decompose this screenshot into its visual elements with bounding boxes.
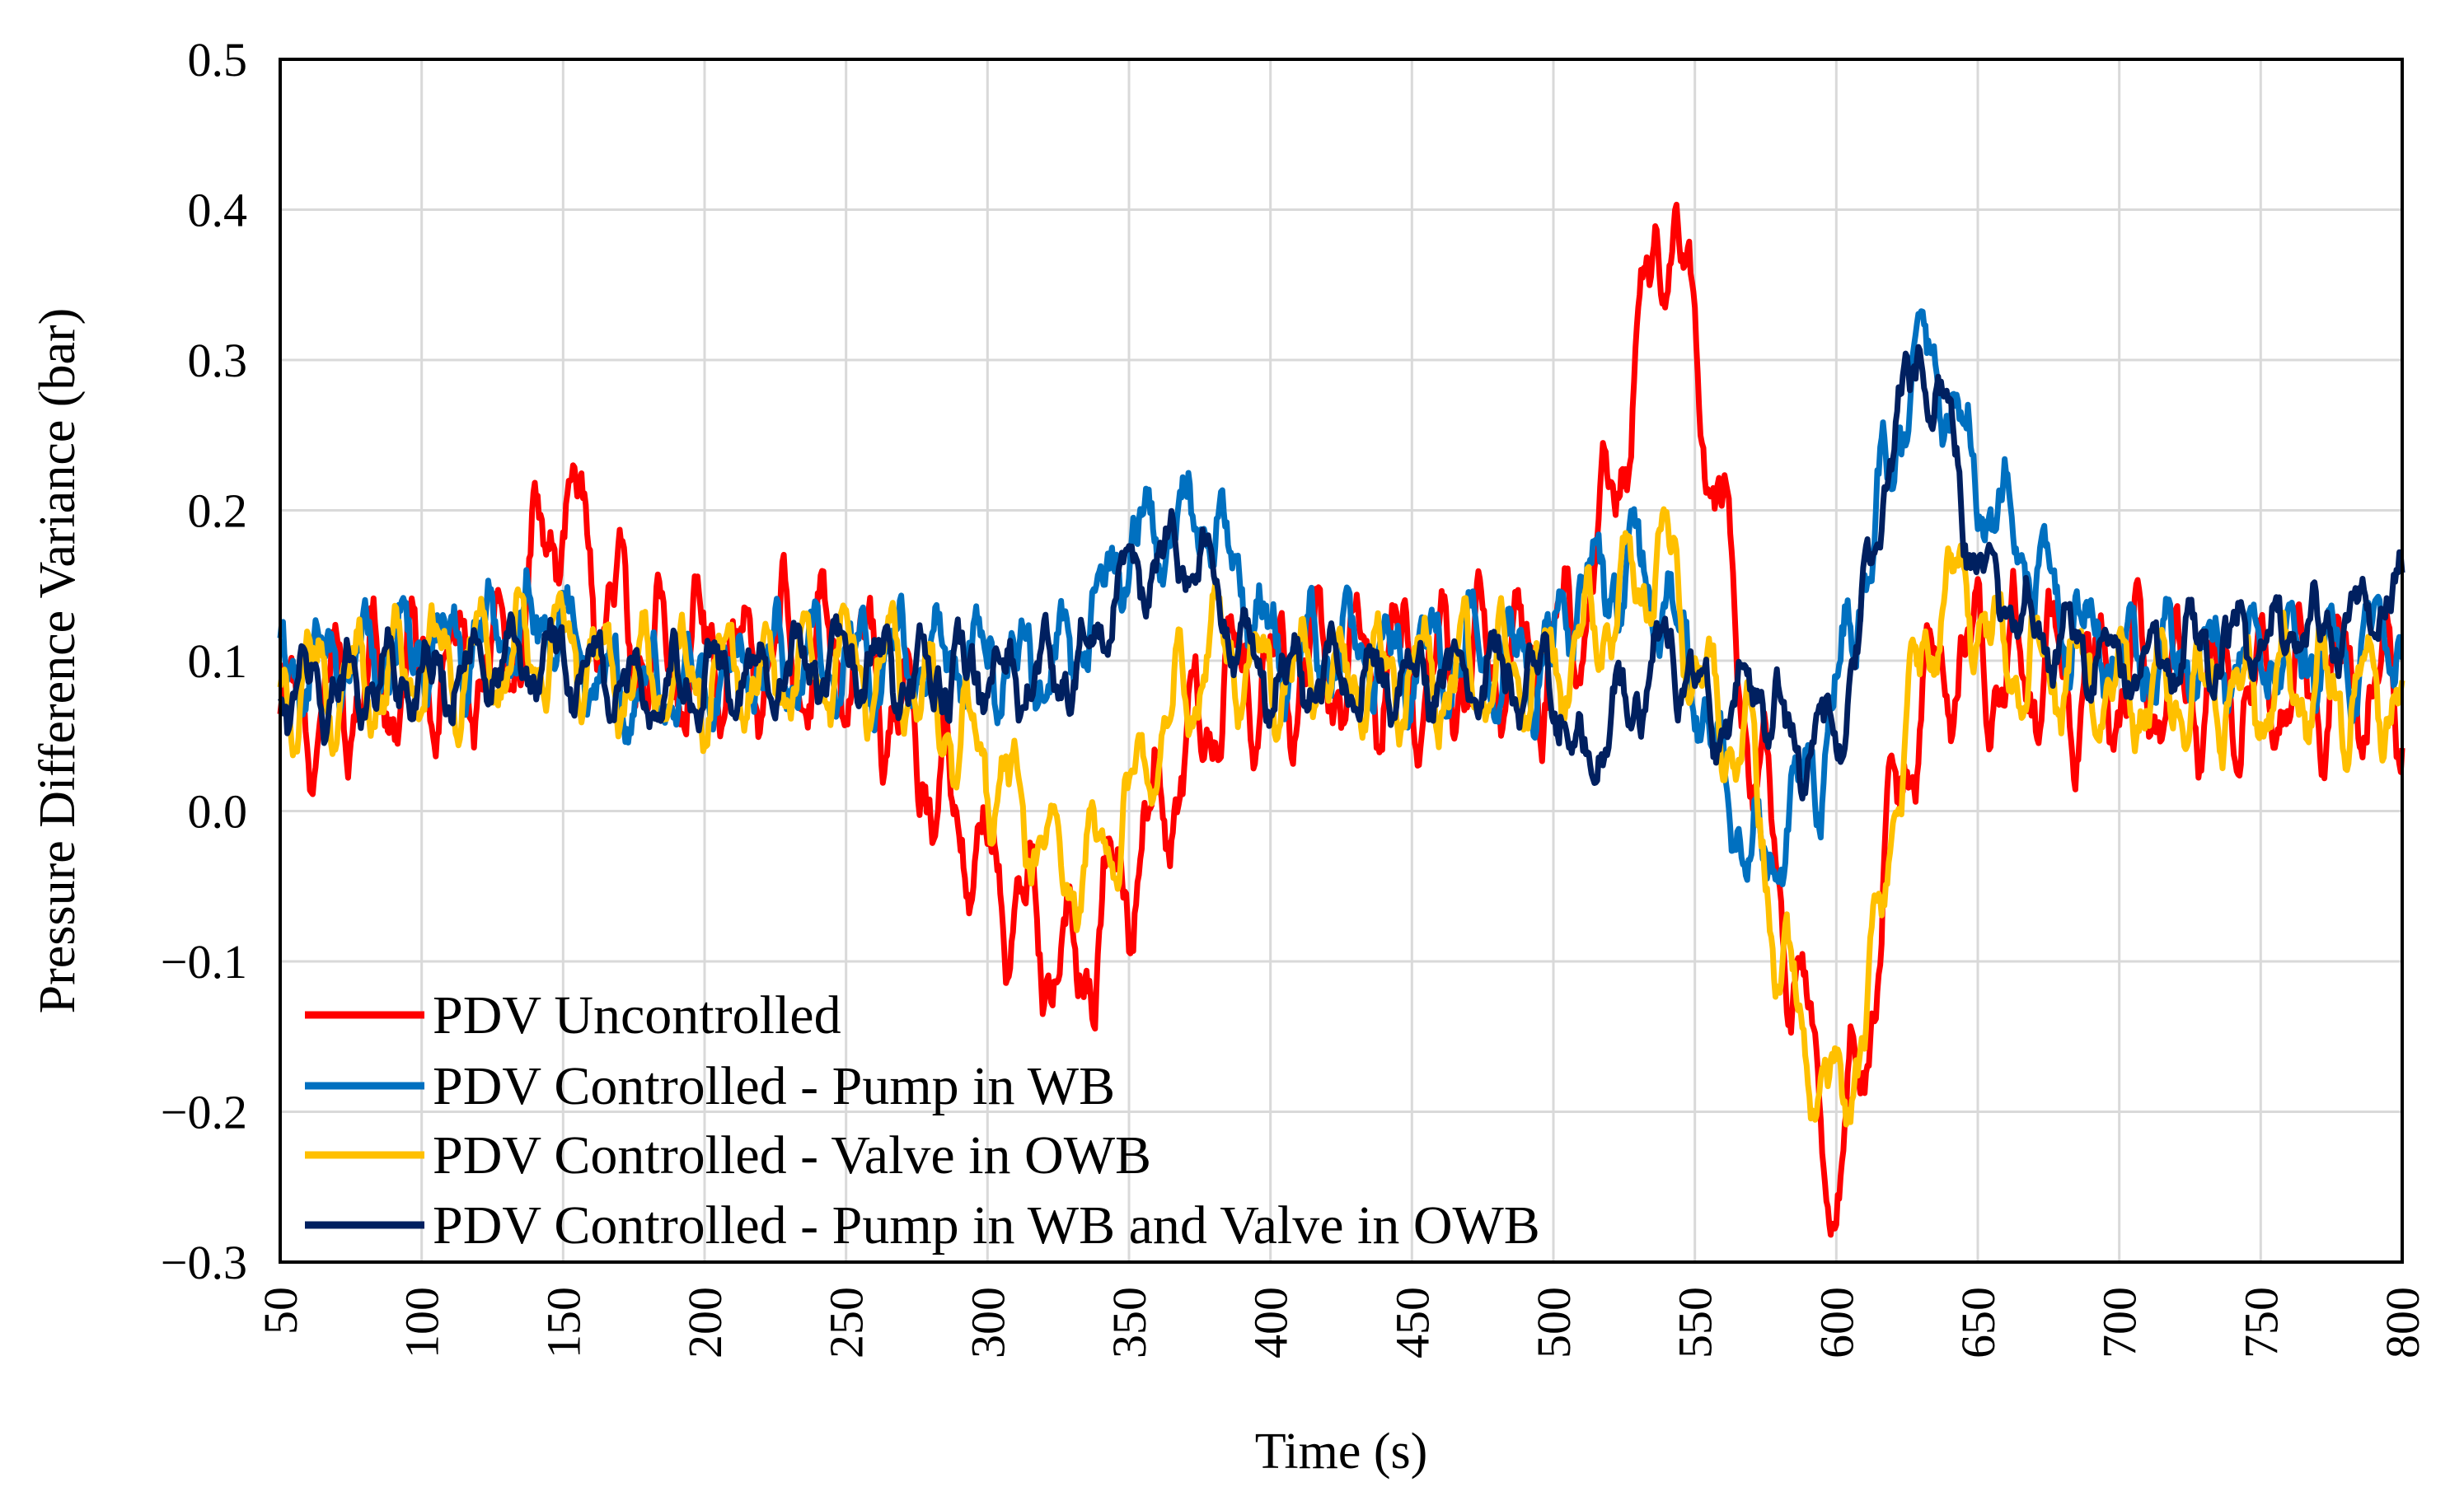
legend-label: PDV Uncontrolled xyxy=(433,985,841,1045)
x-tick-label: 550 xyxy=(1669,1287,1722,1358)
x-tick-label: 500 xyxy=(1527,1287,1581,1358)
y-axis-title: Pressure Difference Variance (bar) xyxy=(30,308,86,1014)
y-tick-label: 0.4 xyxy=(188,184,248,237)
x-tick-label: 100 xyxy=(396,1287,449,1358)
series-line xyxy=(277,344,2405,802)
x-tick-label: 750 xyxy=(2234,1287,2288,1358)
x-tick-label: 400 xyxy=(1244,1287,1298,1358)
x-tick-label: 200 xyxy=(678,1287,732,1358)
y-tick-label: 0.5 xyxy=(188,33,248,87)
y-tick-label: −0.3 xyxy=(161,1236,247,1289)
legend-label: PDV Controlled - Pump in WB and Valve in… xyxy=(433,1195,1540,1256)
x-tick-label: 350 xyxy=(1103,1287,1156,1358)
y-tick-label: 0.3 xyxy=(188,334,248,387)
y-tick-label: −0.2 xyxy=(161,1086,247,1139)
x-tick-label: 600 xyxy=(1810,1287,1863,1358)
x-tick-label: 650 xyxy=(1951,1287,2005,1358)
plot-frame xyxy=(279,58,2404,1264)
y-tick-label: 0.0 xyxy=(188,785,248,839)
x-tick-labels: 50 100 150 200 250 300 350 400 450 500 550 600 650 70… xyxy=(254,1287,2429,1358)
x-tick-label: 50 xyxy=(254,1287,307,1335)
x-axis-title: Time (s) xyxy=(1255,1424,1428,1480)
y-tick-label: 0.1 xyxy=(188,634,248,688)
y-tick-labels: −0.3 −0.2 −0.1 0.0 0.1 0.2 0.3 0.4 0.5 xyxy=(161,33,247,1289)
legend-label: PDV Controlled - Valve in OWB xyxy=(433,1125,1151,1185)
y-tick-label: 0.2 xyxy=(188,484,248,538)
x-tick-label: 800 xyxy=(2376,1287,2429,1358)
x-tick-label: 150 xyxy=(536,1287,590,1358)
x-tick-label: 300 xyxy=(961,1287,1014,1358)
y-tick-label: −0.1 xyxy=(161,935,247,989)
legend: PDV Uncontrolled PDV Controlled - Pump in… xyxy=(305,985,1540,1256)
x-tick-label: 250 xyxy=(820,1287,874,1358)
x-tick-label: 700 xyxy=(2093,1287,2147,1358)
legend-label: PDV Controlled - Pump in WB xyxy=(433,1056,1115,1116)
x-tick-label: 450 xyxy=(1385,1287,1439,1358)
series-lines xyxy=(277,201,2405,1238)
